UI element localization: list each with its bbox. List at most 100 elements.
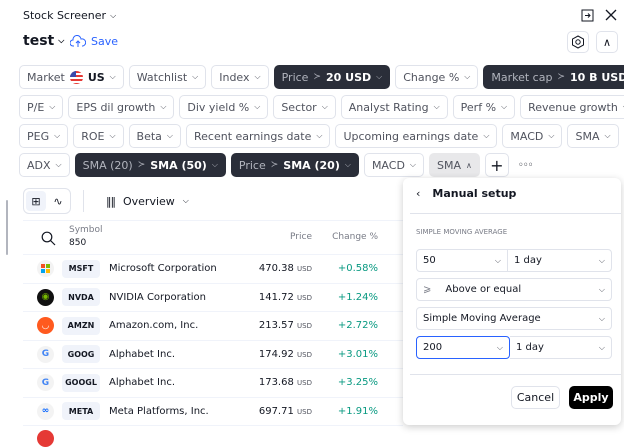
ticker-badge[interactable]: GOOGL xyxy=(62,373,100,392)
ticker-badge[interactable]: META xyxy=(62,402,100,421)
ticker-badge[interactable]: GOOG xyxy=(62,345,100,364)
change-column-header[interactable]: Change % xyxy=(332,232,378,242)
table-row[interactable]: ◡ AMZN Amazon.com, Inc. 213.57 USD +2.72… xyxy=(23,312,403,341)
filter-row: P/E ⌵ EPS dil growth ⌵ Div yield % ⌵ Sector ⌵ An… xyxy=(19,95,624,119)
filter-label: Price xyxy=(281,70,309,84)
condition-select[interactable]: ⩾ Above or equal ⌵ xyxy=(416,278,612,301)
filter-chip-price[interactable]: Price ≻ SMA (20) ⌵ xyxy=(230,153,359,177)
filter-chip-change-[interactable]: Change % ⌵ xyxy=(395,65,479,89)
add-filter-button[interactable]: + xyxy=(484,153,509,177)
filter-chip-perf-[interactable]: Perf % ⌵ xyxy=(452,95,516,119)
price-cell: 470.38 USD xyxy=(259,263,312,274)
table-row[interactable]: G GOOGL Alphabet Inc. 173.68 USD +3.25% xyxy=(23,369,403,398)
indicator-select[interactable]: Simple Moving Average ⌵ xyxy=(416,307,612,330)
ticker-badge[interactable]: MSFT xyxy=(62,259,100,278)
table-row[interactable]: G GOOG Alphabet Inc. 174.92 USD +3.01% xyxy=(23,341,403,369)
filter-chip-macd[interactable]: MACD ⌵ xyxy=(363,153,424,177)
price-value: 470.38 xyxy=(258,263,294,275)
period-1-select[interactable]: 50 ⌵ xyxy=(417,250,508,271)
company-name: Meta Platforms, Inc. xyxy=(109,405,209,417)
currency: USD xyxy=(297,293,312,302)
table-row[interactable]: ∞ META Meta Platforms, Inc. 697.71 USD +… xyxy=(23,398,403,426)
collapse-button[interactable]: ∧ xyxy=(596,31,618,53)
filter-label: Market cap xyxy=(491,70,553,84)
filter-value: 20 USD xyxy=(326,70,372,84)
filter-chip-sma-20-[interactable]: SMA (20) ≻ SMA (50) ⌵ xyxy=(74,153,226,177)
chevron-down-icon: ⌵ xyxy=(598,313,605,323)
chevron-down-icon: ⌵ xyxy=(321,102,328,111)
close-icon[interactable] xyxy=(604,8,618,25)
filter-chip-p-e[interactable]: P/E ⌵ xyxy=(19,95,64,119)
filter-chip-sma[interactable]: SMA ∧ xyxy=(429,153,480,177)
filter-chip-market-cap[interactable]: Market cap≻10 B USD⌵ xyxy=(483,65,624,89)
detach-icon[interactable] xyxy=(581,9,594,25)
filter-label: SMA xyxy=(437,158,461,172)
filter-chip-sector[interactable]: Sector ⌵ xyxy=(273,95,336,119)
filter-label: Price xyxy=(238,158,266,172)
chevron-down-icon: ⌵ xyxy=(483,131,490,140)
chevron-down-icon: ⌵ xyxy=(598,255,605,265)
filter-chip-macd[interactable]: MACD ⌵ xyxy=(502,124,563,148)
apply-button[interactable]: Apply xyxy=(569,386,613,409)
filter-chip-watchlist[interactable]: Watchlist ⌵ xyxy=(128,65,207,89)
panel-title: Manual setup xyxy=(432,187,517,200)
chevron-down-icon: ⌵ xyxy=(604,131,611,140)
filter-row: ADX ⌵ SMA (20) ≻ SMA (50) ⌵ Price ≻ SMA (20) ⌵ MAC… xyxy=(19,153,534,177)
period-1-row: 50 ⌵ 1 day ⌵ xyxy=(416,249,612,272)
filter-chip-index[interactable]: Index ⌵ xyxy=(211,65,269,89)
save-label: Save xyxy=(91,35,119,48)
chevron-down-icon: ⌵ xyxy=(166,131,173,140)
chevron-down-icon: ⌵ xyxy=(58,36,65,45)
chart-view-icon[interactable]: ∿ xyxy=(53,194,63,208)
interval-1-select[interactable]: 1 day ⌵ xyxy=(508,250,611,271)
period-2-input[interactable]: 200 ⌵ xyxy=(416,336,510,359)
section-label: SIMPLE MOVING AVERAGE xyxy=(416,228,508,236)
filter-label: SMA (20) xyxy=(82,158,133,172)
filter-value: US xyxy=(87,70,105,84)
filter-chip-analyst-rating[interactable]: Analyst Rating ⌵ xyxy=(340,95,448,119)
screen-name-menu[interactable]: test ⌵ xyxy=(23,33,64,49)
chevron-down-icon: ⌵ xyxy=(376,72,383,81)
filter-chip-adx[interactable]: ADX ⌵ xyxy=(19,153,70,177)
interval-2-select[interactable]: 1 day ⌵ xyxy=(510,336,612,359)
company-name: NVIDIA Corporation xyxy=(109,291,207,303)
column-set-select[interactable]: ‖‖ Overview ⌵ xyxy=(106,195,189,208)
company-logo: ◉ xyxy=(37,288,54,306)
sma-filter-panel: ‹ Manual setup SIMPLE MOVING AVERAGE 50 ⌵… xyxy=(403,178,621,425)
filter-value: SMA (20) xyxy=(283,158,340,172)
back-icon[interactable]: ‹ xyxy=(416,187,421,200)
filter-chip-div-yield-[interactable]: Div yield % ⌵ xyxy=(179,95,269,119)
filter-value: SMA (50) xyxy=(150,158,207,172)
filter-chip-roe[interactable]: ROE ⌵ xyxy=(73,124,124,148)
currency: USD xyxy=(297,322,312,331)
filter-chip-peg[interactable]: PEG ⌵ xyxy=(19,124,69,148)
settings-button[interactable] xyxy=(567,31,589,53)
table-row[interactable]: MSFT Microsoft Corporation 470.38 USD +0… xyxy=(23,255,403,284)
search-icon[interactable] xyxy=(41,231,56,246)
more-icon[interactable]: ◦◦◦ xyxy=(517,159,534,171)
app-title: Stock Screener xyxy=(23,9,107,22)
filter-chip-recent-earnings-date[interactable]: Recent earnings date ⌵ xyxy=(185,124,331,148)
cancel-button[interactable]: Cancel xyxy=(511,386,560,409)
filter-label: Upcoming earnings date xyxy=(343,129,479,143)
interval-2-value: 1 day xyxy=(516,342,544,353)
filter-chip-sma[interactable]: SMA ⌵ xyxy=(567,124,619,148)
app-title-menu[interactable]: Stock Screener ⌵ xyxy=(23,9,116,22)
filter-chip-market[interactable]: Market US ⌵ xyxy=(19,65,124,89)
price-column-header[interactable]: Price xyxy=(290,232,312,242)
filter-chip-eps-dil-growth[interactable]: EPS dil growth ⌵ xyxy=(68,95,175,119)
table-row[interactable]: ◉ NVDA NVIDIA Corporation 141.72 USD +1.… xyxy=(23,284,403,312)
filter-chip-beta[interactable]: Beta ⌵ xyxy=(128,124,181,148)
filter-chip-upcoming-earnings-date[interactable]: Upcoming earnings date ⌵ xyxy=(335,124,498,148)
price-cell: 174.92 USD xyxy=(259,349,312,360)
ticker-badge[interactable]: AMZN xyxy=(62,316,100,335)
ticker-badge[interactable]: NVDA xyxy=(62,288,100,307)
price-cell: 697.71 USD xyxy=(259,406,312,417)
table-view-icon[interactable]: ⊞ xyxy=(26,191,46,211)
filter-chip-price[interactable]: Price ≻ 20 USD ⌵ xyxy=(273,65,391,89)
scrollbar[interactable] xyxy=(6,200,8,255)
symbol-column-header[interactable]: Symbol xyxy=(69,225,103,235)
chevron-up-icon: ∧ xyxy=(466,160,472,170)
save-button[interactable]: Save xyxy=(70,35,118,48)
filter-chip-revenue-growth[interactable]: Revenue growth ⌵ xyxy=(520,95,624,119)
